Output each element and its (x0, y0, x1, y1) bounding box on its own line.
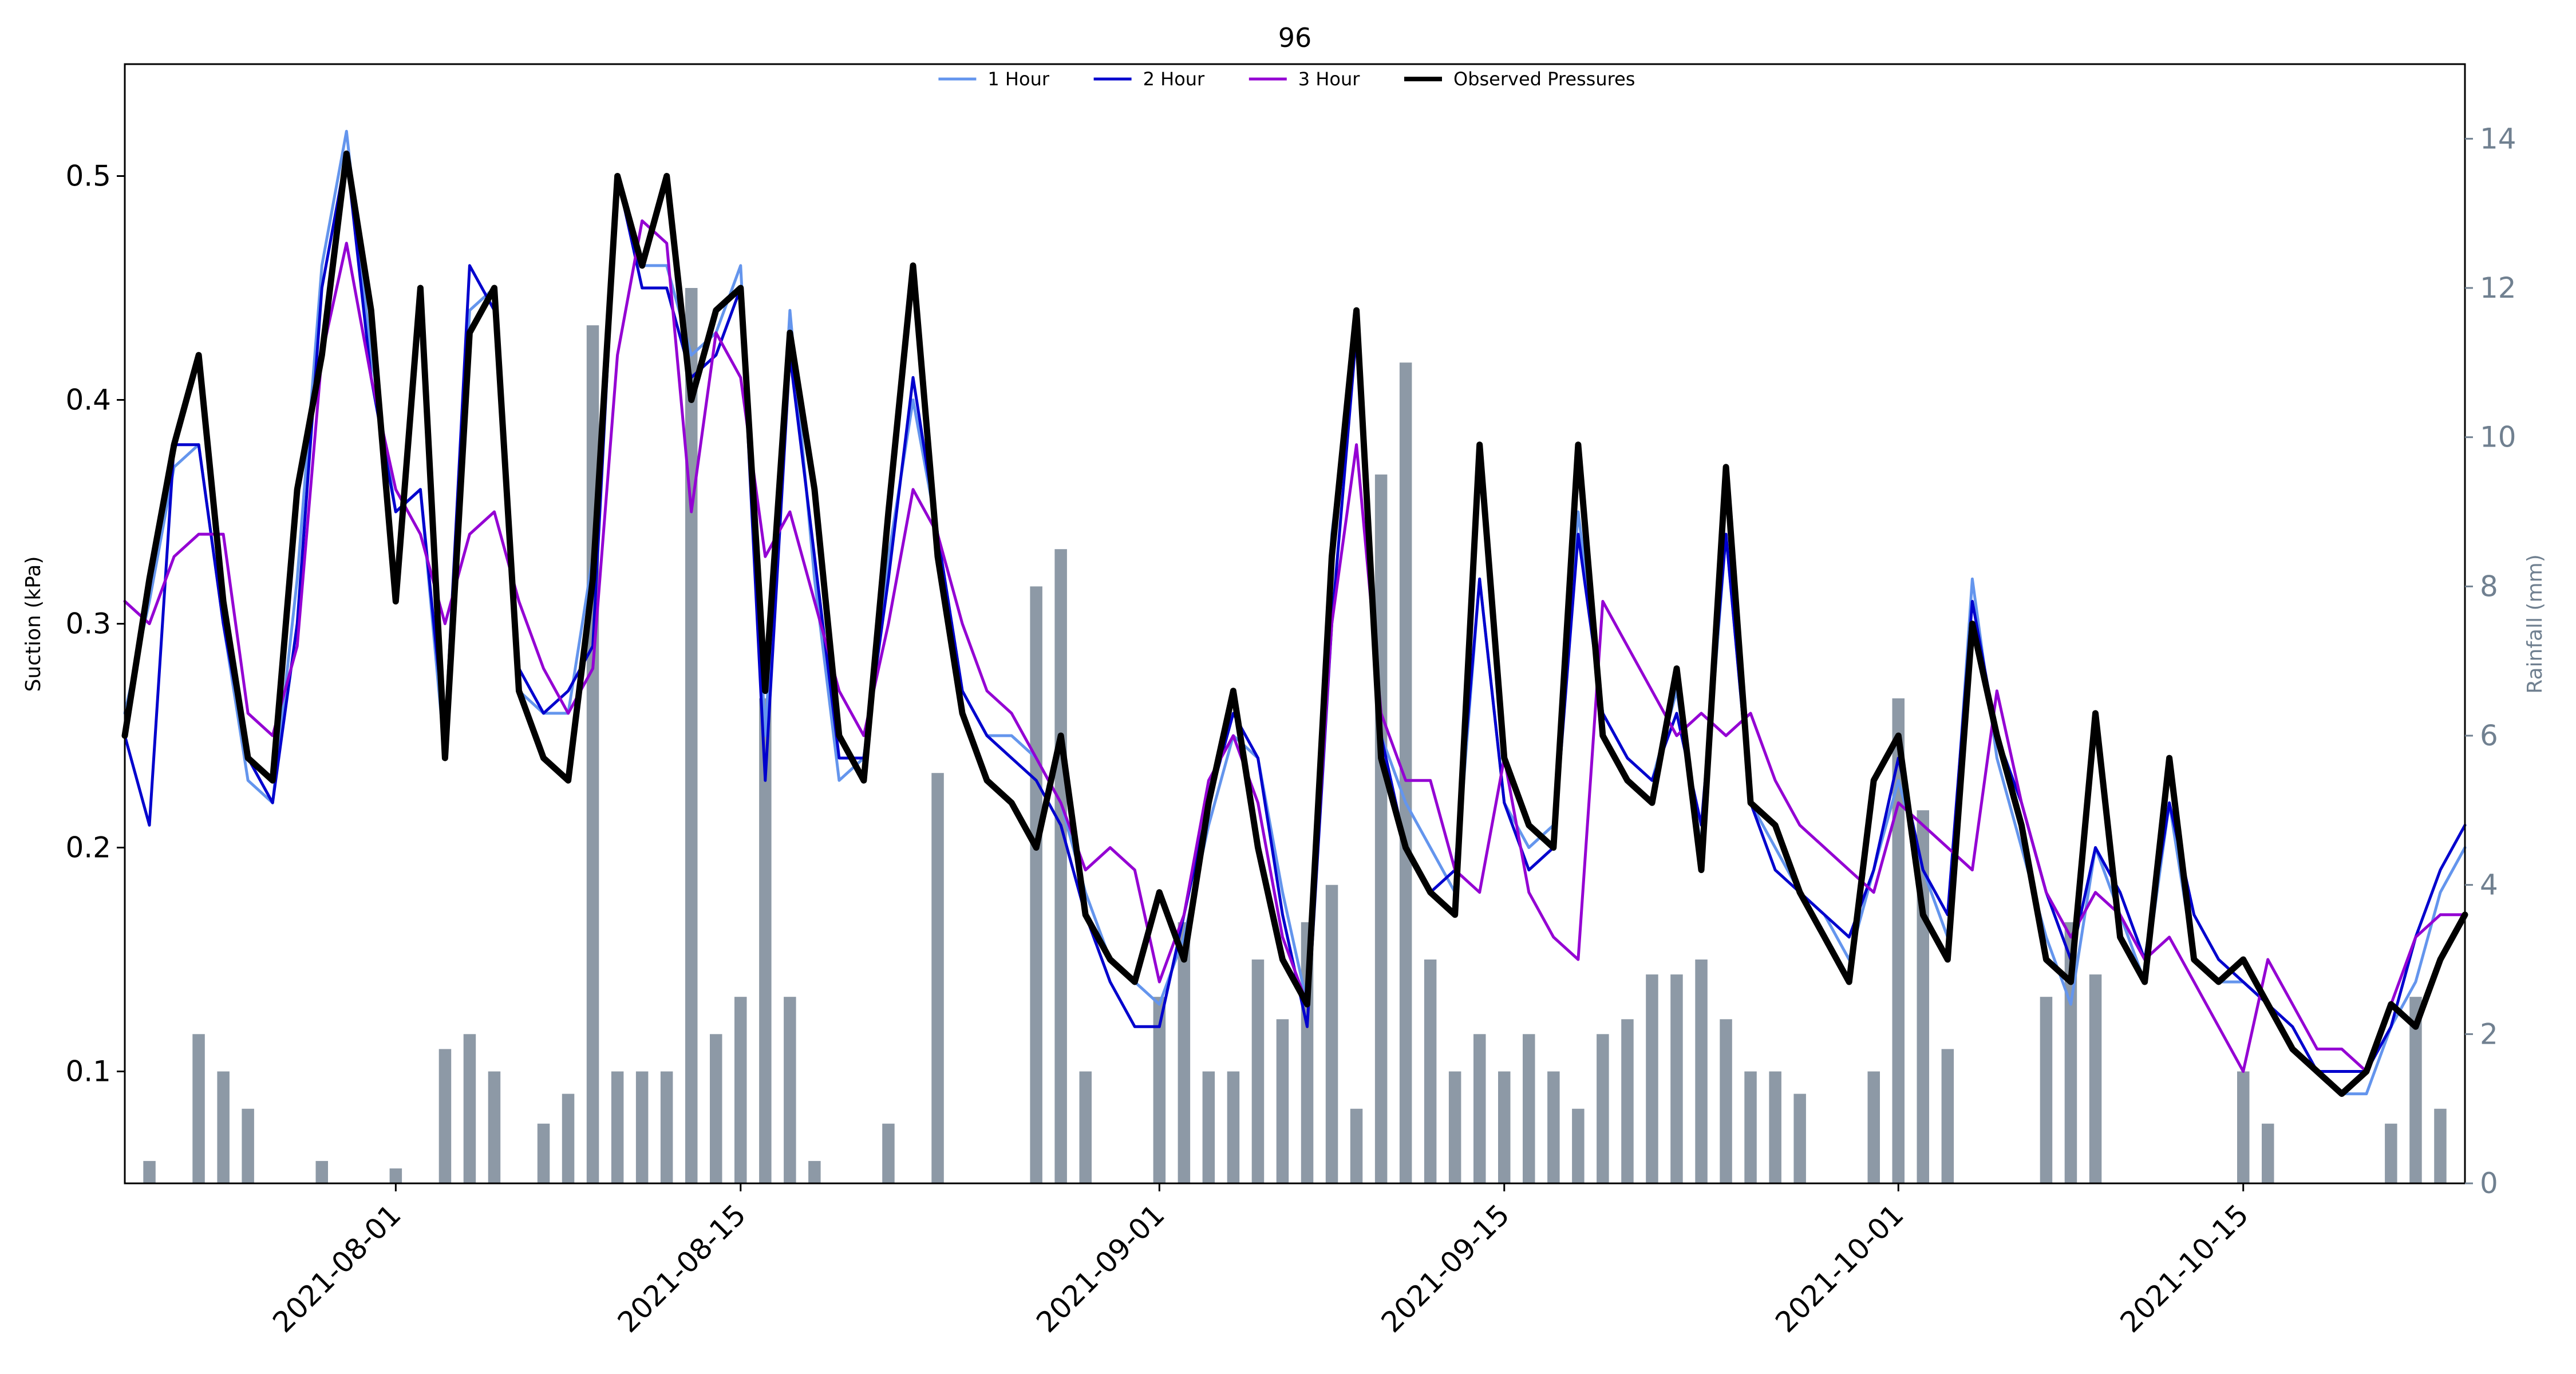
y-tick-label: 0.4 (65, 384, 111, 417)
y2-tick-label: 10 (2480, 421, 2516, 454)
rainfall-bar (1054, 549, 1067, 1184)
rainfall-bar (1646, 974, 1658, 1183)
rainfall-bar (1523, 1034, 1535, 1183)
rainfall-bar (1572, 1108, 1585, 1183)
rainfall-bar (1079, 1071, 1092, 1183)
rainfall-bar (1276, 1019, 1289, 1183)
rainfall-bar (1153, 997, 1166, 1183)
rainfall-bar (1473, 1034, 1486, 1183)
y-tick-label: 0.5 (65, 160, 111, 193)
rainfall-bar (1202, 1071, 1215, 1183)
rainfall-bar (2237, 1071, 2250, 1183)
y2-tick-label: 12 (2480, 271, 2516, 305)
rainfall-bar (1670, 974, 1683, 1183)
legend: 1 Hour 2 Hour 3 Hour Observed Pressures (938, 68, 1635, 90)
rainfall-bar (1744, 1071, 1757, 1183)
rainfall-bar (685, 288, 698, 1183)
rainfall-bar (1448, 1071, 1461, 1183)
rainfall-bar (389, 1168, 402, 1183)
rainfall-bar (931, 773, 944, 1183)
rainfall-bar (438, 1049, 452, 1183)
legend-label: Observed Pressures (1453, 68, 1635, 90)
rainfall-bar (143, 1160, 156, 1183)
rainfall-bar (1374, 474, 1388, 1183)
rainfall-bar (1227, 1071, 1240, 1183)
rainfall-bar (635, 1071, 649, 1183)
rainfall-bar (2089, 974, 2102, 1183)
rainfall-bars (143, 288, 2447, 1184)
rainfall-bar (1030, 586, 1042, 1183)
rainfall-bar (1621, 1019, 1634, 1183)
rainfall-bar (2434, 1108, 2447, 1183)
rainfall-bar (192, 1034, 205, 1183)
rainfall-bar (660, 1071, 673, 1183)
legend-label: 3 Hour (1298, 68, 1360, 90)
rainfall-bar (1251, 960, 1265, 1183)
rainfall-bar (1498, 1071, 1511, 1183)
left-axis: 0.1 0.2 0.3 0.4 0.5 (65, 160, 125, 1088)
rainfall-bar (611, 1071, 624, 1183)
y2-tick-label: 0 (2480, 1167, 2498, 1200)
rainfall-bar (759, 698, 772, 1183)
rainfall-bar (488, 1071, 501, 1183)
rainfall-bar (463, 1034, 476, 1183)
rainfall-bar (2262, 1123, 2274, 1183)
rainfall-bar (1350, 1108, 1363, 1183)
y2-tick-label: 4 (2480, 868, 2498, 902)
rainfall-bar (562, 1093, 575, 1183)
rainfall-bar (1399, 362, 1412, 1183)
rainfall-bar (882, 1123, 895, 1183)
rainfall-bar (734, 997, 747, 1183)
rainfall-bar (2409, 997, 2422, 1183)
rainfall-bar (1867, 1071, 1880, 1183)
rainfall-bar (1941, 1049, 1954, 1183)
rainfall-bar (784, 997, 796, 1183)
rainfall-bar (710, 1034, 722, 1183)
y-tick-label: 0.1 (65, 1055, 111, 1088)
rainfall-bar (217, 1071, 230, 1183)
rainfall-bar (1695, 960, 1708, 1183)
rainfall-bar (242, 1108, 254, 1183)
rainfall-bar (1720, 1019, 1732, 1183)
series-lines (121, 129, 2468, 1097)
y-axis-label: Suction (kPa) (22, 556, 45, 692)
right-axis: 0 2 4 6 8 10 12 14 (2465, 122, 2516, 1200)
legend-label: 1 Hour (987, 68, 1049, 90)
chart-title: 96 (1278, 22, 1312, 53)
series-line-observed-pressures (121, 150, 2468, 1097)
y2-tick-label: 14 (2480, 122, 2516, 155)
rainfall-bar (1597, 1034, 1609, 1183)
rainfall-bar (1424, 960, 1437, 1183)
y2-tick-label: 8 (2480, 570, 2498, 603)
rainfall-bar (586, 325, 599, 1184)
rainfall-bar (537, 1123, 550, 1183)
rainfall-bar (808, 1160, 821, 1183)
rainfall-bar (2385, 1123, 2397, 1183)
y2-tick-label: 6 (2480, 719, 2498, 752)
rainfall-bar (1769, 1071, 1781, 1183)
y2-tick-label: 2 (2480, 1017, 2498, 1051)
rainfall-bar (1793, 1093, 1806, 1183)
rainfall-bar (1325, 885, 1338, 1183)
legend-label: 2 Hour (1143, 68, 1205, 90)
rainfall-bar (1892, 698, 1905, 1183)
rainfall-bar (315, 1160, 328, 1183)
rainfall-bar (1178, 922, 1191, 1183)
rainfall-bar (1547, 1071, 1560, 1183)
y2-axis-label: Rainfall (mm) (2523, 554, 2547, 694)
rainfall-bar (2040, 997, 2053, 1183)
y-tick-label: 0.3 (65, 607, 111, 641)
y-tick-label: 0.2 (65, 831, 111, 864)
